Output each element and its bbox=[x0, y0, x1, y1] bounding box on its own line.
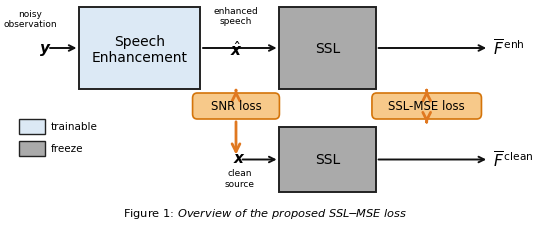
Text: enhanced
speech: enhanced speech bbox=[214, 7, 258, 26]
FancyBboxPatch shape bbox=[193, 94, 279, 119]
Text: freeze: freeze bbox=[51, 144, 83, 154]
Text: $\boldsymbol{x}$: $\boldsymbol{x}$ bbox=[233, 150, 246, 165]
Text: SSL-MSE loss: SSL-MSE loss bbox=[388, 100, 465, 113]
Text: $\overline{F}^{\,\mathrm{clean}}$: $\overline{F}^{\,\mathrm{clean}}$ bbox=[493, 150, 533, 170]
Bar bbox=[279, 127, 376, 192]
Text: SNR loss: SNR loss bbox=[210, 100, 261, 113]
Bar bbox=[19, 141, 45, 156]
Text: SSL: SSL bbox=[315, 153, 340, 167]
Text: $\hat{\boldsymbol{x}}$: $\hat{\boldsymbol{x}}$ bbox=[230, 40, 243, 59]
Text: Figure 1: $\it{Overview\ of\ the\ proposed\ SSL\!\!-\!\!MSE\ loss}$: Figure 1: $\it{Overview\ of\ the\ propos… bbox=[123, 206, 407, 220]
Text: trainable: trainable bbox=[51, 122, 98, 132]
Text: SSL: SSL bbox=[315, 42, 340, 56]
Text: Speech: Speech bbox=[114, 35, 165, 49]
Bar bbox=[279, 8, 376, 90]
Text: $\boldsymbol{y}$: $\boldsymbol{y}$ bbox=[39, 42, 52, 58]
Text: clean
source: clean source bbox=[225, 169, 255, 188]
Text: $\overline{F}^{\,\mathrm{enh}}$: $\overline{F}^{\,\mathrm{enh}}$ bbox=[493, 39, 525, 59]
Text: Enhancement: Enhancement bbox=[91, 51, 188, 65]
FancyBboxPatch shape bbox=[372, 94, 482, 119]
Bar bbox=[79, 8, 200, 90]
Bar bbox=[19, 119, 45, 134]
Text: noisy
observation: noisy observation bbox=[3, 10, 57, 29]
